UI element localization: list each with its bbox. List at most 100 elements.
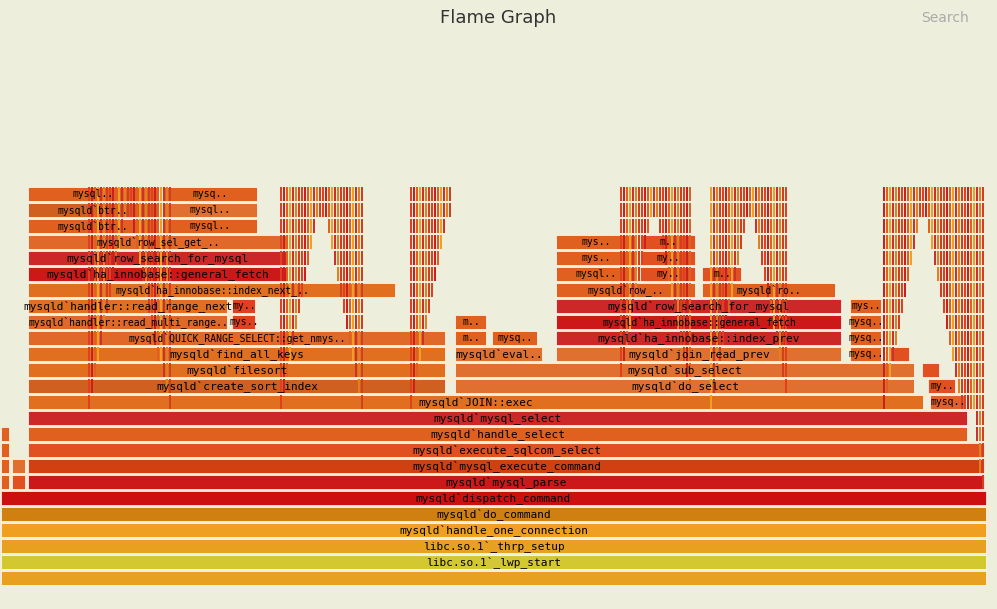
Bar: [626, 219, 628, 233]
Bar: [731, 203, 733, 217]
Bar: [716, 347, 718, 361]
Bar: [970, 299, 972, 313]
Bar: [629, 299, 631, 313]
Bar: [970, 203, 972, 217]
Bar: [967, 331, 969, 345]
Bar: [319, 203, 321, 217]
Bar: [943, 251, 945, 265]
Bar: [346, 187, 348, 201]
Bar: [674, 251, 676, 265]
Bar: [349, 219, 351, 233]
Bar: [301, 219, 303, 233]
Bar: [97, 283, 99, 297]
Bar: [629, 203, 631, 217]
Bar: [665, 203, 667, 217]
Bar: [964, 203, 966, 217]
Bar: [644, 203, 646, 217]
Bar: [313, 203, 315, 217]
Bar: [358, 299, 360, 313]
Bar: [422, 251, 424, 265]
Text: mysq..: mysq..: [930, 397, 966, 407]
Bar: [623, 219, 625, 233]
Bar: [100, 299, 102, 313]
Bar: [623, 235, 625, 249]
Bar: [743, 203, 745, 217]
Bar: [620, 363, 622, 377]
Bar: [668, 235, 670, 249]
Bar: [343, 203, 345, 217]
Bar: [937, 219, 939, 233]
Bar: [127, 187, 129, 201]
Bar: [295, 315, 297, 329]
Bar: [683, 299, 685, 313]
Bar: [133, 219, 135, 233]
Bar: [425, 219, 427, 233]
Bar: [331, 187, 333, 201]
Bar: [671, 219, 673, 233]
Bar: [94, 299, 96, 313]
Bar: [949, 315, 951, 329]
Bar: [145, 267, 147, 281]
Text: mysqld`ha_innobase::general_fetch: mysqld`ha_innobase::general_fetch: [602, 316, 796, 328]
Bar: [97, 267, 99, 281]
Bar: [151, 299, 153, 313]
Bar: [740, 235, 742, 249]
Bar: [728, 235, 730, 249]
Bar: [713, 315, 715, 329]
Bar: [716, 363, 718, 377]
Bar: [151, 235, 153, 249]
Bar: [716, 283, 718, 297]
Bar: [1, 523, 986, 537]
Bar: [686, 363, 688, 377]
Bar: [413, 219, 415, 233]
Bar: [103, 299, 105, 313]
Bar: [163, 315, 165, 329]
Bar: [289, 235, 291, 249]
Text: m..: m..: [713, 269, 731, 279]
Bar: [422, 331, 424, 345]
Bar: [979, 347, 981, 361]
Text: mysqld`handle_one_connection: mysqld`handle_one_connection: [399, 524, 588, 536]
Bar: [713, 379, 715, 393]
Bar: [410, 219, 412, 233]
Bar: [967, 251, 969, 265]
Bar: [901, 235, 903, 249]
Bar: [671, 203, 673, 217]
Bar: [680, 235, 682, 249]
Bar: [88, 187, 90, 201]
Bar: [976, 315, 978, 329]
Bar: [955, 251, 957, 265]
Bar: [710, 379, 712, 393]
Bar: [677, 283, 679, 297]
Bar: [425, 187, 427, 201]
Bar: [680, 299, 682, 313]
Bar: [346, 219, 348, 233]
Bar: [410, 267, 412, 281]
Bar: [440, 203, 442, 217]
Bar: [973, 299, 975, 313]
Bar: [782, 251, 784, 265]
Bar: [626, 315, 628, 329]
Bar: [731, 283, 733, 297]
Bar: [719, 347, 721, 361]
Bar: [355, 315, 357, 329]
Bar: [955, 219, 957, 233]
Bar: [313, 187, 315, 201]
Bar: [755, 187, 757, 201]
Bar: [145, 235, 147, 249]
Bar: [689, 331, 691, 345]
Bar: [940, 187, 942, 201]
Bar: [410, 379, 412, 393]
Bar: [349, 251, 351, 265]
Bar: [910, 203, 912, 217]
Bar: [440, 187, 442, 201]
Bar: [964, 395, 966, 409]
Bar: [163, 203, 165, 217]
Bar: [1, 427, 10, 441]
Bar: [725, 219, 727, 233]
Bar: [635, 251, 637, 265]
Bar: [737, 203, 739, 217]
Bar: [109, 283, 111, 297]
Bar: [280, 251, 282, 265]
Bar: [680, 267, 682, 281]
